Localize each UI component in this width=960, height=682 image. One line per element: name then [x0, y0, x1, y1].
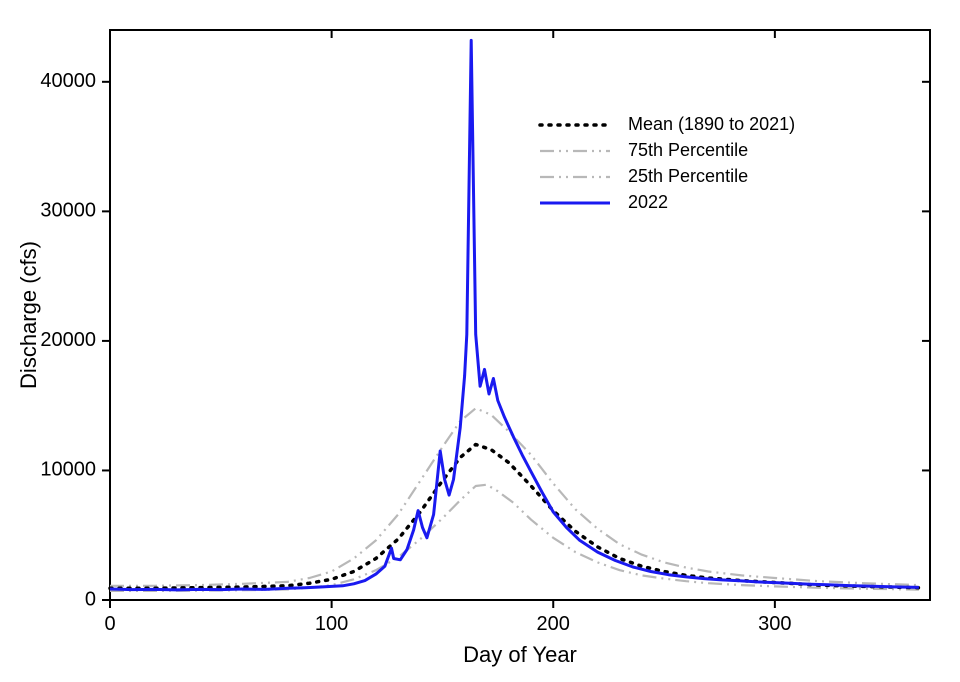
- svg-text:25th Percentile: 25th Percentile: [628, 166, 748, 186]
- chart-container: 0 100 200 300 0 10000 20000 30000 40000 Day of Ye…: [0, 0, 960, 682]
- svg-text:200: 200: [537, 613, 570, 635]
- svg-text:40000: 40000: [40, 70, 96, 92]
- svg-text:75th Percentile: 75th Percentile: [628, 140, 748, 160]
- svg-text:20000: 20000: [40, 329, 96, 351]
- svg-text:0: 0: [104, 613, 115, 635]
- svg-text:30000: 30000: [40, 200, 96, 222]
- svg-text:100: 100: [315, 613, 348, 635]
- discharge-chart: 0 100 200 300 0 10000 20000 30000 40000 Day of Ye…: [0, 0, 960, 682]
- svg-text:10000: 10000: [40, 459, 96, 481]
- svg-text:Discharge (cfs): Discharge (cfs): [16, 241, 41, 389]
- svg-text:Mean (1890 to 2021): Mean (1890 to 2021): [628, 114, 795, 134]
- svg-text:0: 0: [85, 588, 96, 610]
- svg-text:Day of Year: Day of Year: [463, 642, 577, 667]
- svg-text:300: 300: [758, 613, 791, 635]
- svg-text:2022: 2022: [628, 192, 668, 212]
